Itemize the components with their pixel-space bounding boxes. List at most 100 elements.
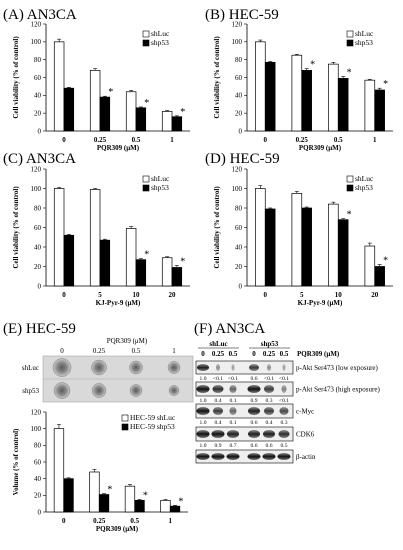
y-tick-label: 40	[235, 243, 243, 251]
bar-shluc	[89, 189, 101, 287]
x-tick-label: 10	[133, 291, 141, 299]
legend-swatch-shluc	[121, 414, 129, 422]
legend-swatch-shp53	[142, 39, 150, 47]
western-band	[264, 407, 274, 415]
western-quant-value: 0.3	[281, 420, 288, 426]
spheroid	[167, 361, 181, 374]
western-band	[213, 407, 223, 415]
significance-star: *	[180, 107, 185, 118]
bar-shluc	[89, 70, 101, 132]
bar-shp53	[171, 116, 183, 132]
y-tick-label: 60	[235, 224, 243, 232]
western-band	[196, 453, 210, 460]
western-band	[216, 364, 220, 371]
x-tick-label: 20	[169, 291, 177, 299]
bar-shp53	[337, 78, 349, 132]
y-tick-label: 100	[232, 185, 243, 193]
y-tick-label: 80	[235, 56, 243, 64]
western-quant-value: 1.0	[200, 398, 207, 404]
bar-shluc	[125, 91, 137, 132]
western-band	[196, 385, 210, 393]
western-dose-label: 0	[201, 350, 205, 358]
western-band	[267, 364, 271, 371]
x-tick-label: 0	[62, 136, 66, 144]
bar-shp53	[301, 70, 312, 132]
y-tick-label: 80	[34, 56, 42, 64]
western-blot-panel: shLuc shp53 0 0.25 0.5 0 0.25 0.5 PQR309 (μM) p-A…	[195, 340, 380, 464]
bar-shluc	[364, 79, 376, 132]
y-tick-label: 60	[235, 74, 243, 82]
bar-chart-e: 0 20 40 60 80 100 120 Volume (% of control) 0 * 0.…	[12, 408, 188, 533]
western-band	[264, 385, 274, 393]
bar-shluc	[255, 41, 266, 132]
bar-shp53	[337, 219, 349, 287]
x-axis-label: PQR309 (μM)	[97, 144, 140, 152]
legend-swatch-shp53	[142, 184, 150, 192]
x-tick-label: 0.5	[130, 517, 139, 525]
legend-swatch-shluc	[142, 175, 150, 183]
panel-title-b: (B) HEC-59	[205, 7, 279, 23]
significance-star: *	[108, 87, 113, 98]
legend-swatch-shp53	[346, 184, 354, 192]
significance-star: *	[310, 60, 315, 71]
panel-title-f: (F) AN3CA	[194, 321, 265, 337]
significance-star: *	[383, 79, 388, 90]
western-blot-label: β-actin	[296, 453, 316, 461]
western-treatment-label: PQR309 (μM)	[297, 350, 340, 358]
legend-swatch-shp53	[121, 423, 129, 431]
y-axis-label: Volume (% of control)	[12, 428, 20, 495]
spheroid-dose-header: PQR309 (μM)	[107, 337, 148, 345]
western-quant-value: 0.9	[215, 443, 222, 449]
legend-label: HEC-59 shLuc	[130, 413, 176, 422]
spheroid-row-label: shLuc	[22, 364, 39, 372]
significance-star: *	[347, 68, 352, 79]
western-quant-value: 1.0	[200, 376, 207, 382]
bar-shluc	[328, 63, 339, 132]
y-tick-label: 20	[235, 110, 243, 118]
bar-chart-a: 0 20 40 60 80 100 120 Cell viability (% of cont…	[12, 20, 190, 152]
y-tick-label: 20	[34, 263, 42, 271]
y-tick-label: 20	[34, 492, 42, 500]
western-blot-strip	[195, 449, 294, 464]
bar-shluc	[160, 499, 171, 513]
y-tick-label: 80	[235, 204, 243, 212]
western-quant-value: 0.7	[230, 443, 237, 449]
bar-chart-b: 0 20 40 60 80 100 120 Cell viability (% of cont…	[213, 20, 393, 152]
western-quant-value: 0.4	[215, 420, 222, 426]
bar-shluc	[53, 188, 65, 287]
bar-shluc	[53, 41, 65, 132]
spheroid	[52, 358, 72, 377]
bar-shp53	[98, 494, 110, 513]
spheroid	[129, 384, 143, 397]
western-dose-label: 0.25	[212, 350, 225, 358]
y-axis-label: Cell viability (% of control)	[213, 36, 221, 119]
y-tick-label: 120	[31, 408, 42, 416]
western-quant-value: 0.1	[230, 420, 237, 426]
significance-star: *	[347, 210, 352, 221]
western-blot-strip	[195, 360, 294, 375]
western-blot-strip	[195, 426, 294, 442]
y-tick-label: 100	[31, 38, 42, 46]
western-quant-value: 0.1	[230, 398, 237, 404]
x-axis-label: KJ-Pyr-9 (μM)	[298, 299, 343, 307]
x-tick-label: 0	[62, 517, 66, 525]
bar-shp53	[264, 61, 276, 132]
western-quant-value: <0.1	[279, 376, 289, 382]
legend-label: shLuc	[151, 174, 170, 183]
western-quant-value: <0.1	[228, 376, 238, 382]
x-tick-label: 1	[170, 136, 174, 144]
western-band	[211, 430, 225, 438]
legend-swatch-shluc	[142, 30, 150, 38]
legend-label: shLuc	[355, 174, 374, 183]
western-quant-value: 0.6	[251, 376, 258, 382]
western-blot-label: c-Myc	[296, 408, 314, 416]
spheroid	[91, 359, 107, 376]
bar-shp53	[134, 499, 145, 513]
x-tick-label: 20	[371, 291, 379, 299]
western-group-label: shLuc	[209, 340, 227, 348]
western-quant-value: 0.9	[251, 398, 258, 404]
western-quant-value: 0.4	[215, 398, 222, 404]
western-band	[248, 430, 260, 438]
bar-shp53	[374, 266, 385, 287]
